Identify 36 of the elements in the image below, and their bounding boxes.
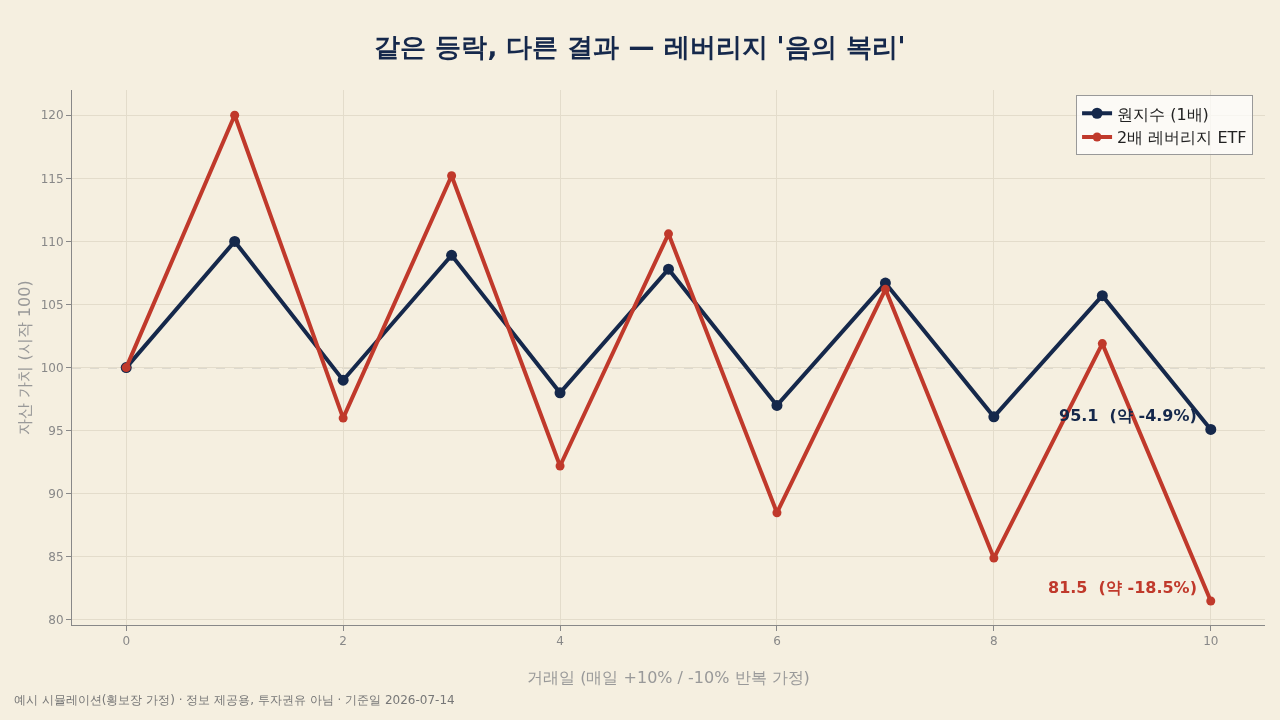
y-axis-title: 자산 가치 (시작 100) bbox=[15, 280, 34, 435]
x-axis-title: 거래일 (매일 +10% / -10% 반복 가정) bbox=[527, 668, 810, 687]
point bbox=[663, 263, 674, 275]
point bbox=[337, 374, 349, 386]
y-tick-label: 120 bbox=[40, 108, 64, 123]
x-tick-label: 6 bbox=[773, 634, 781, 649]
point bbox=[1205, 423, 1217, 435]
x-tick-label: 10 bbox=[1203, 634, 1219, 649]
x-tick-label: 2 bbox=[339, 634, 347, 649]
y-tick-label: 115 bbox=[40, 171, 64, 186]
point bbox=[554, 387, 566, 399]
point bbox=[555, 461, 565, 471]
x-tick-label: 8 bbox=[990, 634, 998, 649]
text: 예시 시뮬레이션(횡보장 가정) · 정보 제공용, 투자권유 아님 · 기준일 2026-07-14 bbox=[14, 693, 455, 707]
point bbox=[880, 284, 890, 294]
point bbox=[1206, 596, 1216, 606]
legend-label: 원지수 (1배) bbox=[1117, 104, 1209, 124]
y-tick-label: 85 bbox=[48, 550, 64, 565]
point bbox=[446, 249, 458, 261]
point bbox=[230, 110, 240, 120]
chart-title: 같은 등락, 다른 결과 — 레버리지 '음의 복리' bbox=[374, 31, 906, 62]
y-tick-label: 90 bbox=[48, 486, 64, 501]
x-tick-label: 0 bbox=[122, 634, 131, 649]
point bbox=[772, 508, 782, 518]
x-tick-label: 4 bbox=[556, 634, 564, 649]
y-tick-label: 80 bbox=[48, 613, 64, 628]
point bbox=[229, 235, 241, 247]
point bbox=[988, 411, 1000, 423]
point bbox=[1096, 290, 1108, 302]
y-tick-label: 105 bbox=[40, 297, 64, 312]
y-tick-label: 110 bbox=[40, 234, 64, 249]
y-tick-label: 95 bbox=[48, 423, 64, 438]
legend-label: 2배 레버리지 ETF bbox=[1117, 128, 1247, 148]
annotation: 81.5 (약 -18.5%) bbox=[1048, 578, 1197, 597]
y-tick-label: 100 bbox=[40, 360, 64, 375]
point bbox=[771, 399, 783, 411]
